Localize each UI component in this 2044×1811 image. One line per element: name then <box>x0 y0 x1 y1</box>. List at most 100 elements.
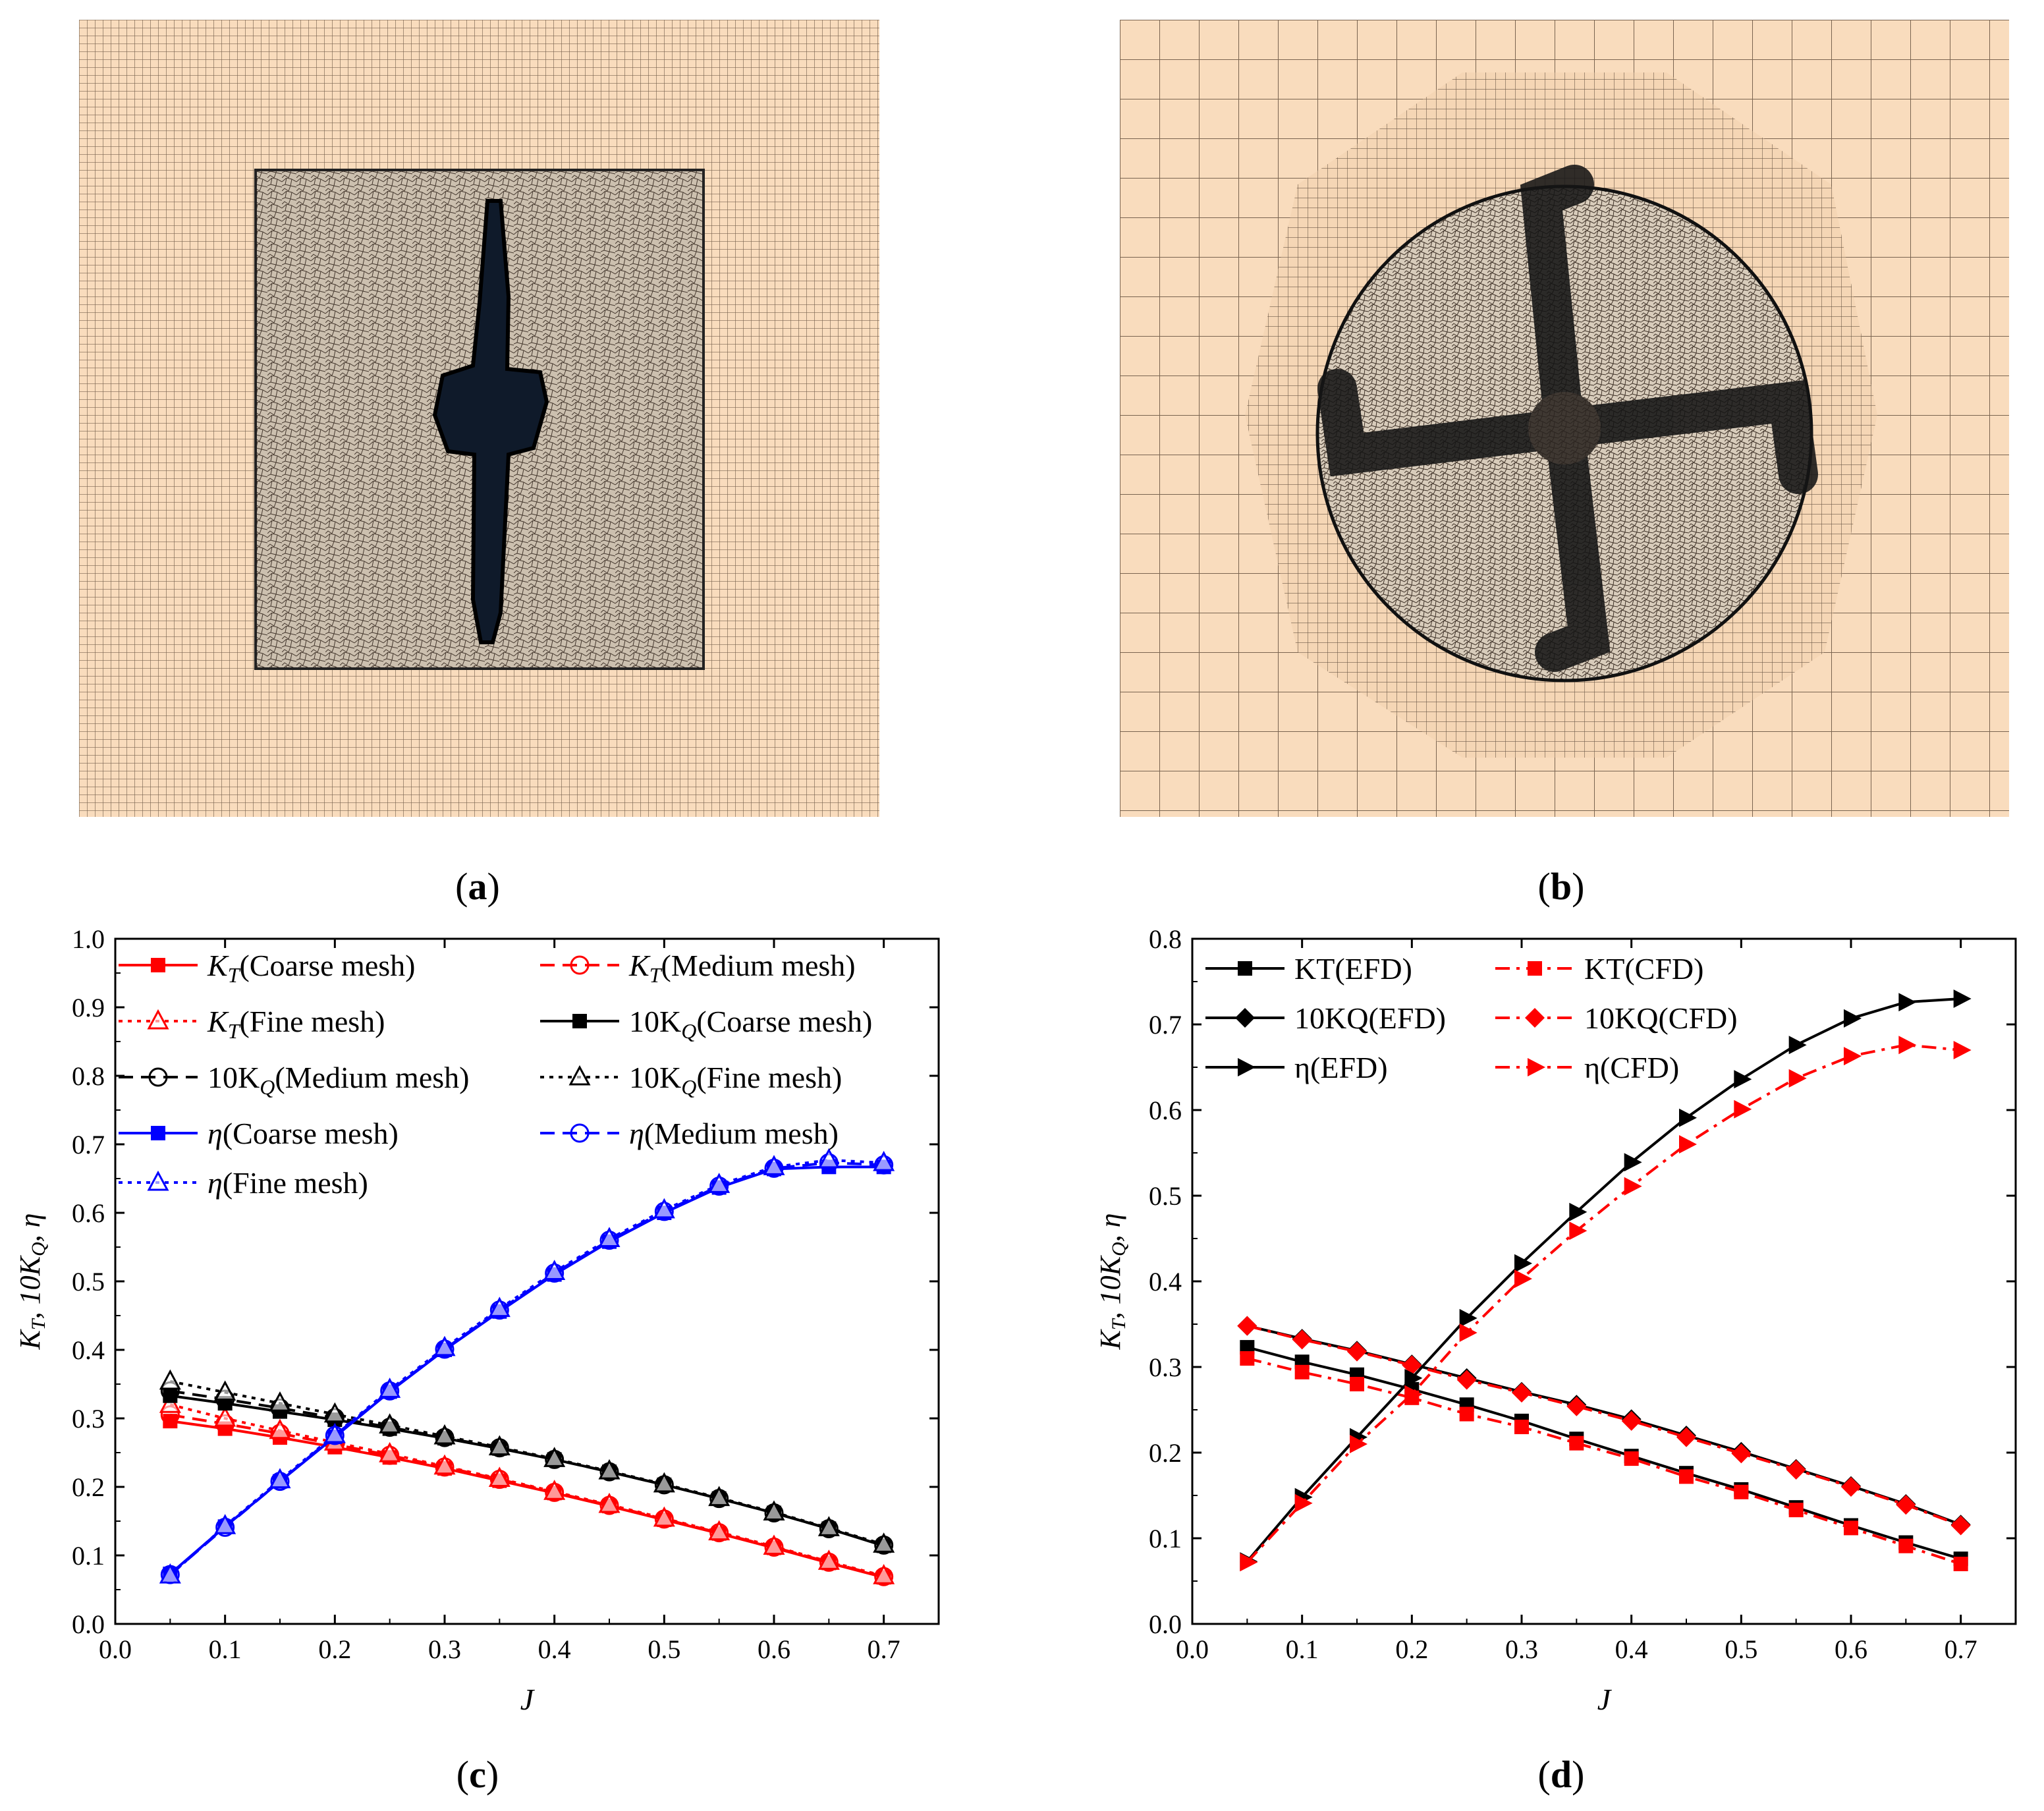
series-10KQ(Fine mesh) <box>159 1369 895 1553</box>
data-point <box>598 1227 621 1248</box>
data-point <box>1679 1469 1694 1484</box>
series-KT(Medium mesh) <box>160 1405 894 1586</box>
data-point <box>1950 1515 1971 1536</box>
x-axis-label: J <box>520 1683 536 1716</box>
data-point <box>598 1492 621 1513</box>
data-point <box>1676 1427 1696 1447</box>
data-point <box>1240 1553 1258 1572</box>
data-point <box>1621 1410 1642 1431</box>
series-η(CFD) <box>1240 1036 1972 1572</box>
data-point <box>873 1532 895 1553</box>
x-tick-label: 0.2 <box>1395 1634 1428 1664</box>
data-point <box>163 1414 178 1429</box>
data-point <box>1350 1435 1367 1453</box>
data-point <box>1240 1351 1255 1366</box>
legend-entry-KT(Coarse mesh): KT(Coarse mesh) <box>119 949 415 987</box>
data-point <box>1844 1009 1862 1028</box>
data-point <box>763 1155 785 1175</box>
y-tick-label: 0.0 <box>1149 1609 1182 1639</box>
x-tick-label: 0.0 <box>99 1634 132 1664</box>
data-point <box>159 1393 181 1413</box>
data-point <box>1294 1493 1313 1513</box>
x-tick-label: 0.4 <box>1615 1634 1648 1664</box>
data-point <box>1953 989 1972 1008</box>
caption-b: (b) <box>1537 865 1585 908</box>
series-line <box>169 1158 884 1576</box>
legend-label: 10KQ(EFD) <box>1294 1001 1446 1035</box>
data-point <box>1292 1329 1312 1350</box>
data-point <box>323 1402 346 1423</box>
data-point <box>269 1418 291 1439</box>
legend-entry-KT(CFD): KT(CFD) <box>1495 952 1703 986</box>
data-point <box>1679 1108 1697 1127</box>
data-point <box>708 1173 731 1193</box>
y-axis-label: KT, 10KQ, η <box>14 1213 49 1351</box>
data-point <box>159 1369 181 1390</box>
data-point <box>1788 1069 1807 1088</box>
y-tick-label: 0.3 <box>1149 1352 1182 1382</box>
data-point <box>1240 1340 1255 1355</box>
data-point <box>763 1500 785 1520</box>
legend-entry-η(CFD): η(CFD) <box>1495 1051 1679 1084</box>
mesh-image-a <box>79 20 879 817</box>
data-point <box>598 1459 621 1480</box>
legend-marker <box>1525 1008 1545 1028</box>
data-point <box>433 1335 456 1356</box>
data-point <box>323 1422 346 1443</box>
y-tick-label: 0.6 <box>72 1198 105 1228</box>
legend-label: 10KQ(Fine mesh) <box>629 1061 842 1099</box>
data-point <box>1731 1443 1752 1464</box>
data-point <box>1624 1153 1642 1172</box>
data-point <box>433 1424 456 1445</box>
legend-marker <box>147 1009 169 1030</box>
chart-c: 0.0 0.1 0.2 0.3 0.4 0.5 0.6 0.7 0.0 0.1 0.2 0.3 0.4 0… <box>14 924 940 1716</box>
data-point <box>1237 1316 1257 1336</box>
data-point <box>1459 1407 1474 1422</box>
caption-a: (a) <box>455 865 500 908</box>
series-η(EFD) <box>1240 989 1972 1571</box>
y-tick-label: 0.1 <box>1149 1524 1182 1553</box>
data-point <box>433 1454 456 1475</box>
data-point <box>1347 1341 1367 1362</box>
data-point <box>1734 1100 1752 1119</box>
y-tick-label: 0.6 <box>1149 1096 1182 1125</box>
propeller-blades-front-view <box>1317 165 1818 672</box>
legend-marker <box>1235 1008 1255 1028</box>
plot-frame <box>1191 937 2017 1625</box>
data-point <box>1624 1451 1639 1466</box>
data-point <box>1734 1484 1749 1499</box>
x-tick-label: 0.3 <box>428 1634 461 1664</box>
legend-entry-η(Coarse mesh): η(Coarse mesh) <box>119 1117 399 1150</box>
data-point <box>543 1260 566 1280</box>
y-tick-label: 0.8 <box>1149 924 1182 954</box>
y-tick-label: 0.7 <box>1149 1010 1182 1040</box>
y-axis-label: KT, 10KQ, η <box>1094 1213 1130 1351</box>
legend-label: η(EFD) <box>1294 1051 1388 1084</box>
data-point <box>708 1520 731 1541</box>
x-tick-label: 0.5 <box>1725 1634 1757 1664</box>
legend-marker <box>568 1065 591 1086</box>
mesh-image-b <box>1120 20 2009 817</box>
data-point <box>488 1435 511 1456</box>
data-point <box>1786 1460 1806 1480</box>
chart-d: 0.0 0.1 0.2 0.3 0.4 0.5 0.6 0.7 0.0 0.1 0.2 0.3 0.4 0… <box>1094 924 2017 1716</box>
data-point <box>817 1148 840 1169</box>
legend-entry-KT(Fine mesh): KT(Fine mesh) <box>119 1005 385 1043</box>
legend-entry-10KQ(EFD): 10KQ(EFD) <box>1205 1001 1446 1035</box>
x-tick-label: 0.0 <box>1176 1634 1209 1664</box>
series-KT(CFD) <box>1240 1351 1968 1571</box>
series-line <box>1246 1346 1962 1561</box>
data-point <box>1841 1477 1861 1497</box>
legend-label: 10KQ(Medium mesh) <box>207 1061 469 1099</box>
data-point <box>1566 1396 1587 1416</box>
data-point <box>379 1413 401 1434</box>
legend-label: η(Medium mesh) <box>629 1117 839 1150</box>
data-point <box>269 1391 291 1412</box>
data-point <box>543 1480 566 1500</box>
data-point <box>543 1447 566 1467</box>
series-line <box>1246 997 1961 1563</box>
data-point <box>1459 1323 1478 1342</box>
series-η(Fine mesh) <box>159 1148 895 1584</box>
y-tick-label: 0.3 <box>72 1404 105 1434</box>
mesh-panel-b <box>1120 20 2009 817</box>
